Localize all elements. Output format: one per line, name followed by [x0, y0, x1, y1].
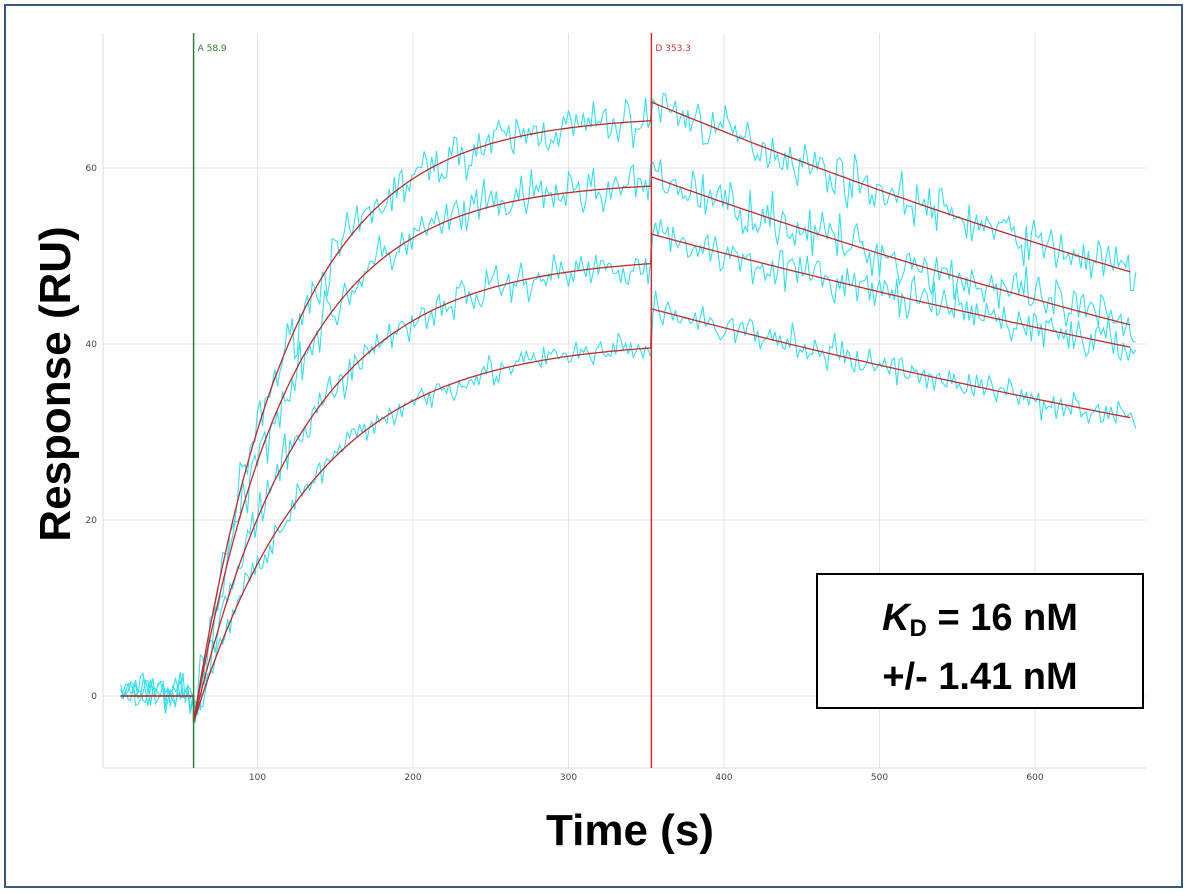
x-tick-label: 300	[560, 773, 577, 783]
fit-curve	[120, 175, 1131, 723]
fit-curve	[120, 233, 1131, 723]
grid	[102, 33, 1146, 769]
marker-label: A 58.9	[198, 44, 227, 54]
data-trace	[120, 219, 1137, 724]
kd-subscript: D	[909, 615, 927, 642]
fit-curve	[120, 101, 1131, 723]
marker-label: D 353.3	[655, 44, 691, 54]
figure-frame	[4, 4, 1183, 888]
x-axis-title: Time (s)	[546, 806, 714, 855]
fit-curves	[120, 101, 1131, 723]
kd-annotation: KD = 16 nM +/- 1.41 nM	[816, 573, 1144, 709]
x-tick-label: 600	[1026, 773, 1043, 783]
x-tick-label: 100	[249, 773, 266, 783]
y-tick-label: 20	[86, 516, 98, 526]
x-tick-label: 500	[871, 773, 888, 783]
kd-line-2: +/- 1.41 nM	[882, 656, 1078, 698]
kd-line-1: KD = 16 nM	[818, 594, 1142, 653]
data-trace	[120, 92, 1137, 719]
y-tick-label: 40	[86, 340, 98, 350]
x-tick-label: 200	[404, 773, 421, 783]
data-trace	[120, 290, 1137, 711]
y-tick-label: 60	[86, 164, 98, 174]
fit-curve	[120, 307, 1131, 723]
data-trace	[120, 159, 1136, 716]
x-tick-label: 400	[715, 773, 732, 783]
kd-symbol: K	[882, 597, 910, 639]
kd-value: = 16 nM	[926, 597, 1078, 639]
tick-labels: 100 200 300 400 500 600 0 20 40 60	[86, 164, 1044, 783]
data-traces	[120, 92, 1137, 724]
y-axis-title: Response (RU)	[31, 226, 80, 541]
y-tick-label: 0	[91, 692, 97, 702]
marker-lines: A 58.9 D 353.3	[192, 33, 691, 768]
